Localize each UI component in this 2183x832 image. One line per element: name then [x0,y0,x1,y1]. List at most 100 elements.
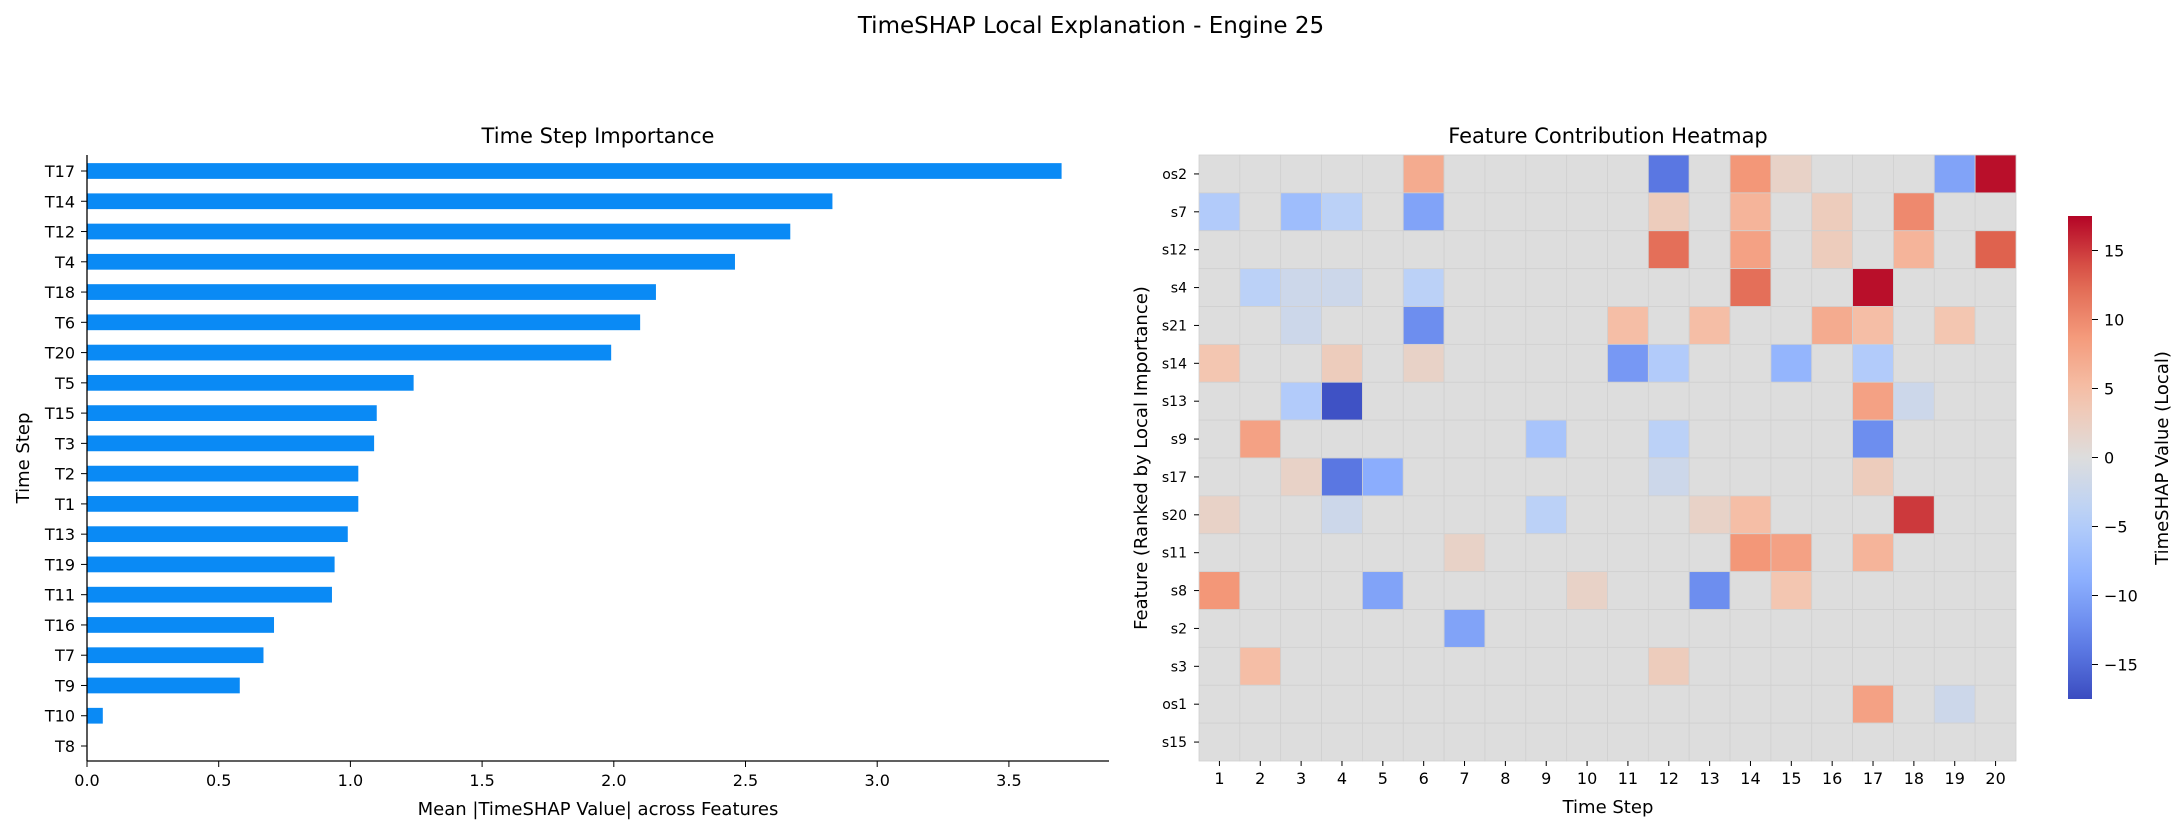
heatmap-cell [1484,343,1527,383]
bar-x-axis-label: Mean |TimeSHAP Value| across Features [418,799,779,820]
heatmap-cell [1525,646,1568,686]
heatmap-cell [1362,609,1404,648]
heatmap-x-tick-label: 7 [1459,769,1469,788]
heatmap-cell [1239,495,1282,535]
heatmap-cell [1402,609,1445,648]
heatmap-y-tick-label: s20 [1162,508,1187,524]
heatmap-cell [1484,533,1527,573]
bar [87,314,641,331]
bar-x-tick-label: 3.5 [996,771,1021,790]
bar [87,374,414,391]
heatmap-y-tick-label: s3 [1171,659,1187,675]
heatmap-cell [1566,230,1608,270]
heatmap-x-tick-label: 4 [1337,769,1347,788]
heatmap-cell [1933,268,1976,307]
heatmap-cell [1893,192,1935,232]
heatmap-cell [1362,646,1404,686]
heatmap-cell [1933,381,1976,421]
colorbar-tick-label: −10 [2104,587,2138,606]
heatmap-cell [1974,381,2017,421]
heatmap-cell [1729,646,1772,686]
heatmap-cell [1811,495,1853,535]
heatmap-cell [1729,722,1772,762]
heatmap-cell [1811,419,1853,459]
heatmap-cell [1525,419,1568,459]
heatmap-cell [1484,684,1527,724]
heatmap-cell [1321,684,1363,724]
heatmap-cell [1362,154,1404,194]
heatmap-cell [1974,646,2017,686]
heatmap-cell [1647,192,1690,232]
heatmap-cell [1443,154,1486,194]
heatmap-cell [1729,684,1772,724]
heatmap-cell [1402,495,1445,535]
heatmap-cell [1321,343,1363,383]
heatmap-cell [1566,457,1608,497]
heatmap-cell [1729,419,1772,459]
heatmap-cell [1443,381,1486,421]
heatmap-y-tick-label: s13 [1162,394,1187,410]
heatmap-cell [1321,306,1363,345]
heatmap-cell [1280,306,1322,345]
heatmap-cell [1443,419,1486,459]
heatmap-cell [1566,495,1608,535]
heatmap-cell [1852,268,1894,307]
colorbar-tick-label: −5 [2104,518,2128,537]
heatmap-cell [1239,457,1282,497]
heatmap-cell [1362,192,1404,232]
heatmap-cell [1484,457,1527,497]
heatmap-cell [1239,306,1282,345]
heatmap-cell [1443,457,1486,497]
bar-x-tick-label: 0.5 [206,771,231,790]
heatmap-cell [1362,533,1404,573]
bar-y-tick-label: T11 [44,586,75,605]
bar [87,556,335,573]
bar [87,617,275,633]
heatmap-cell [1198,154,1241,194]
heatmap-cell [1647,495,1690,535]
heatmap-cell [1607,609,1649,648]
heatmap-cell [1607,684,1649,724]
heatmap-cell [1647,230,1690,270]
heatmap-cell [1484,381,1527,421]
heatmap-cell [1239,154,1282,194]
heatmap-cell [1688,609,1731,648]
heatmap-cell [1443,268,1486,307]
heatmap-cell [1729,457,1772,497]
heatmap-cell [1525,192,1568,232]
heatmap-cell [1525,684,1568,724]
heatmap-cell [1280,722,1322,762]
heatmap-cell [1402,684,1445,724]
heatmap-cell [1525,457,1568,497]
heatmap-cell [1974,533,2017,573]
bar-y-tick-label: T5 [54,374,75,393]
heatmap-cell [1729,571,1772,610]
heatmap-cell [1607,192,1649,232]
bar [87,163,1062,179]
heatmap-cell [1443,495,1486,535]
heatmap-cell [1770,684,1813,724]
heatmap-cell [1443,609,1486,648]
heatmap-cell [1770,457,1813,497]
heatmap-cell [1811,268,1853,307]
bar-y-tick-label: T10 [44,707,75,726]
heatmap-cell [1811,192,1853,232]
heatmap-x-tick-label: 1 [1214,769,1224,788]
heatmap-x-axis-label: Time Step [1562,797,1654,818]
heatmap-cell [1974,495,2017,535]
bar-y-tick-label: T13 [44,525,75,544]
heatmap-cell [1852,419,1894,459]
heatmap-cell [1688,268,1731,307]
heatmap-cell [1443,306,1486,345]
heatmap-cell [1239,533,1282,573]
heatmap-cell [1402,192,1445,232]
heatmap-cell [1484,609,1527,648]
heatmap-cell [1525,306,1568,345]
heatmap-cell [1770,646,1813,686]
figure-suptitle: TimeSHAP Local Explanation - Engine 25 [857,13,1324,39]
heatmap-cell [1280,495,1322,535]
heatmap-cell [1321,495,1363,535]
heatmap-cell [1770,495,1813,535]
bar-y-tick-label: T12 [44,223,75,242]
heatmap-cell [1770,722,1813,762]
